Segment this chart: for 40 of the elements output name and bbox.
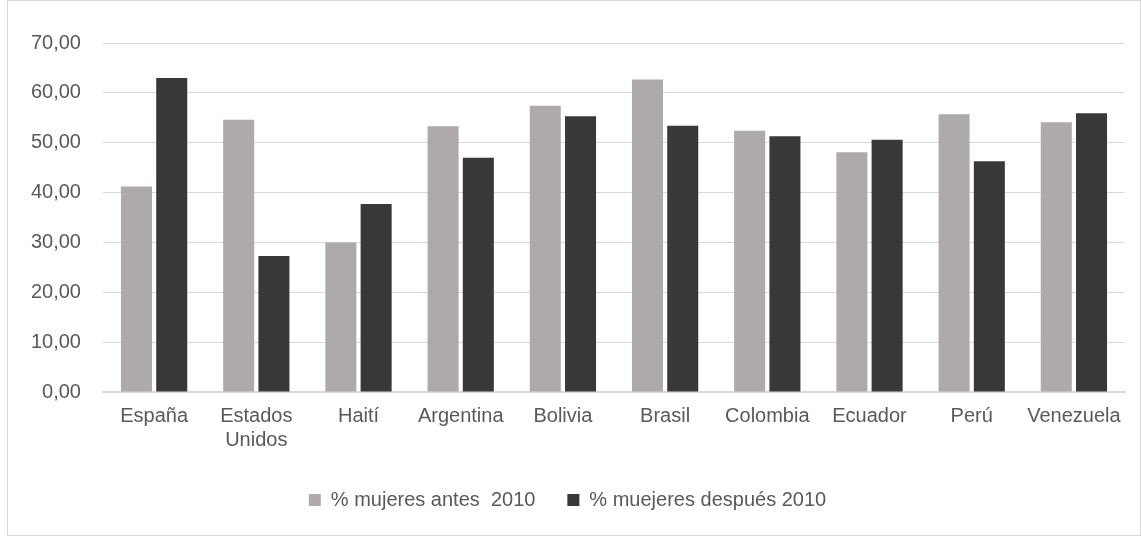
x-tick-label: Ecuador [832, 403, 908, 426]
x-tick-label: España [120, 403, 189, 426]
y-tick-label: 10,00 [30, 329, 81, 352]
x-tick-label: Brasil [640, 403, 691, 426]
bar [325, 242, 357, 392]
y-tick-label: 40,00 [30, 180, 81, 203]
bar [462, 157, 494, 392]
y-tick-label: 20,00 [30, 279, 81, 302]
bar [1040, 122, 1072, 392]
x-tick-label: Bolivia [533, 403, 594, 426]
bar [427, 126, 459, 392]
bar [529, 105, 561, 392]
bar [836, 152, 868, 392]
bar [734, 130, 766, 392]
bar [360, 204, 392, 392]
x-tick-label: Estados Unidos [220, 403, 293, 450]
y-tick-label: 30,00 [30, 229, 81, 252]
bar [258, 255, 290, 392]
y-tick-label: 50,00 [30, 130, 81, 153]
x-tick-label: Venezuela [1027, 403, 1122, 426]
y-tick-label: 60,00 [30, 80, 81, 103]
x-tick-label: Colombia [725, 403, 811, 426]
bar [223, 119, 255, 392]
bar [1076, 113, 1108, 392]
bar [631, 79, 663, 392]
bar [565, 116, 597, 392]
bar [156, 77, 188, 392]
bar [973, 161, 1005, 392]
bar [769, 136, 801, 392]
x-tick-label: Haití [337, 403, 380, 426]
bar [120, 186, 152, 392]
x-tick-label: Argentina [417, 403, 505, 426]
x-tick-label: Perú [950, 403, 993, 426]
y-tick-label: 0,00 [42, 379, 81, 402]
bar [938, 114, 970, 392]
bar [871, 139, 903, 392]
y-tick-label: 70,00 [30, 30, 81, 53]
bar [667, 125, 699, 392]
legend-label: % mujeres antes 2010 [330, 487, 536, 510]
legend-label: % muejeres después 2010 [589, 487, 827, 510]
